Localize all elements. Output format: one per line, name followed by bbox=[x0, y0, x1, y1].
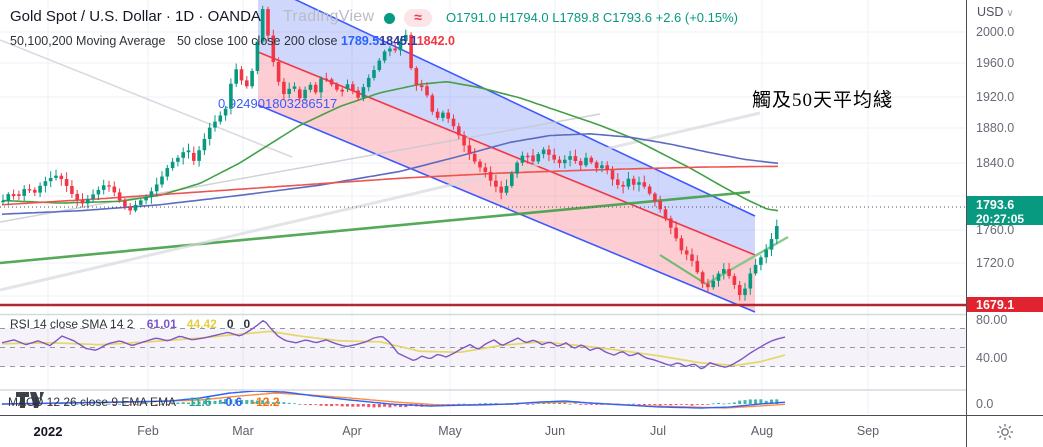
rsi-legend-title: RSI 14 close SMA 14 2 bbox=[10, 317, 134, 331]
rsi-sma-line bbox=[1, 330, 786, 367]
main-pane: 0.924901803286517 bbox=[0, 0, 789, 313]
legend-value: 44.42 bbox=[186, 317, 217, 331]
green-support-long bbox=[0, 190, 751, 265]
macd-legend[interactable]: MACD 12 26 close 9 EMA EMA 11.6 -0.6 -12.2 bbox=[8, 395, 280, 409]
time-axis-month-label: Aug bbox=[750, 424, 774, 438]
time-axis-month-label: Apr bbox=[342, 424, 362, 438]
time-axis[interactable]: 2022 Feb Mar Apr May Jun Jul Aug Sep bbox=[0, 415, 966, 447]
channel-upper-fill bbox=[258, 0, 755, 255]
currency-label[interactable]: USD ∨ bbox=[977, 5, 1014, 19]
axis-tick-label: 1960.0 bbox=[976, 56, 1015, 70]
time-axis-month-label: Sep bbox=[856, 424, 880, 438]
gear-icon[interactable] bbox=[996, 423, 1014, 441]
axis-tick-label: 40.00 bbox=[976, 351, 1008, 365]
last-price-badge: 1793.6 20:27:05 bbox=[967, 196, 1043, 226]
time-axis-month-label: Feb bbox=[137, 424, 159, 438]
axis-tick-label: 1840.0 bbox=[976, 156, 1015, 170]
time-axis-month-label: Mar bbox=[232, 424, 254, 438]
rsi-pane bbox=[0, 319, 966, 370]
gray-ascending-1 bbox=[0, 113, 601, 223]
legend-value: 61.01 bbox=[146, 317, 177, 331]
axis-tick-label: 2000.0 bbox=[976, 25, 1015, 39]
time-axis-month-label: Jun bbox=[544, 424, 566, 438]
alert-price-badge: 1679.1 bbox=[967, 297, 1043, 312]
gray-descending bbox=[0, 39, 293, 158]
chevron-down-icon: ∨ bbox=[1006, 8, 1014, 19]
time-axis-month-label: Jul bbox=[650, 424, 666, 438]
macd-line bbox=[1, 391, 786, 409]
ma50-line bbox=[1, 80, 779, 212]
tradingview-logo-icon bbox=[16, 392, 44, 408]
time-axis-month-label: May bbox=[438, 424, 462, 438]
axis-tick-label: 1720.0 bbox=[976, 256, 1015, 270]
channel-value-label: 0.924901803286517 bbox=[218, 96, 337, 111]
chart-annotation-text: 觸及50天平均綫 bbox=[752, 90, 894, 111]
axis-tick-label: 1920.0 bbox=[976, 90, 1015, 104]
rsi-line bbox=[1, 319, 786, 370]
green-v-left bbox=[659, 254, 707, 285]
axis-tick-label: 80.00 bbox=[976, 313, 1008, 327]
rsi-legend[interactable]: RSI 14 close SMA 14 2 61.01 44.42 0 0 bbox=[10, 317, 250, 331]
legend-value: 11.6 bbox=[188, 395, 212, 409]
legend-value: -12.2 bbox=[252, 395, 280, 409]
time-axis-year-label: 2022 bbox=[33, 424, 63, 439]
macd-legend-title: MACD 12 26 close 9 EMA EMA bbox=[8, 395, 176, 409]
ma200-line bbox=[1, 165, 779, 206]
legend-value: 0 bbox=[226, 317, 234, 331]
axis-tick-label: 1760.0 bbox=[976, 223, 1015, 237]
candles bbox=[1, 5, 779, 301]
legend-value: -0.6 bbox=[221, 395, 243, 409]
price-chart-canvas[interactable]: 0.924901803286517 bbox=[0, 0, 966, 415]
price-axis[interactable]: USD ∨ 2000.0 1960.0 1920.0 1880.0 1840.0 1760.… bbox=[966, 0, 1043, 415]
axis-tick-label: 1880.0 bbox=[976, 121, 1015, 135]
macd-pane bbox=[1, 391, 786, 409]
gray-ascending-2 bbox=[0, 111, 761, 292]
legend-value: 0 bbox=[243, 317, 251, 331]
axis-tick-label: 0.0 bbox=[976, 397, 994, 411]
axis-settings-corner bbox=[966, 415, 1043, 447]
